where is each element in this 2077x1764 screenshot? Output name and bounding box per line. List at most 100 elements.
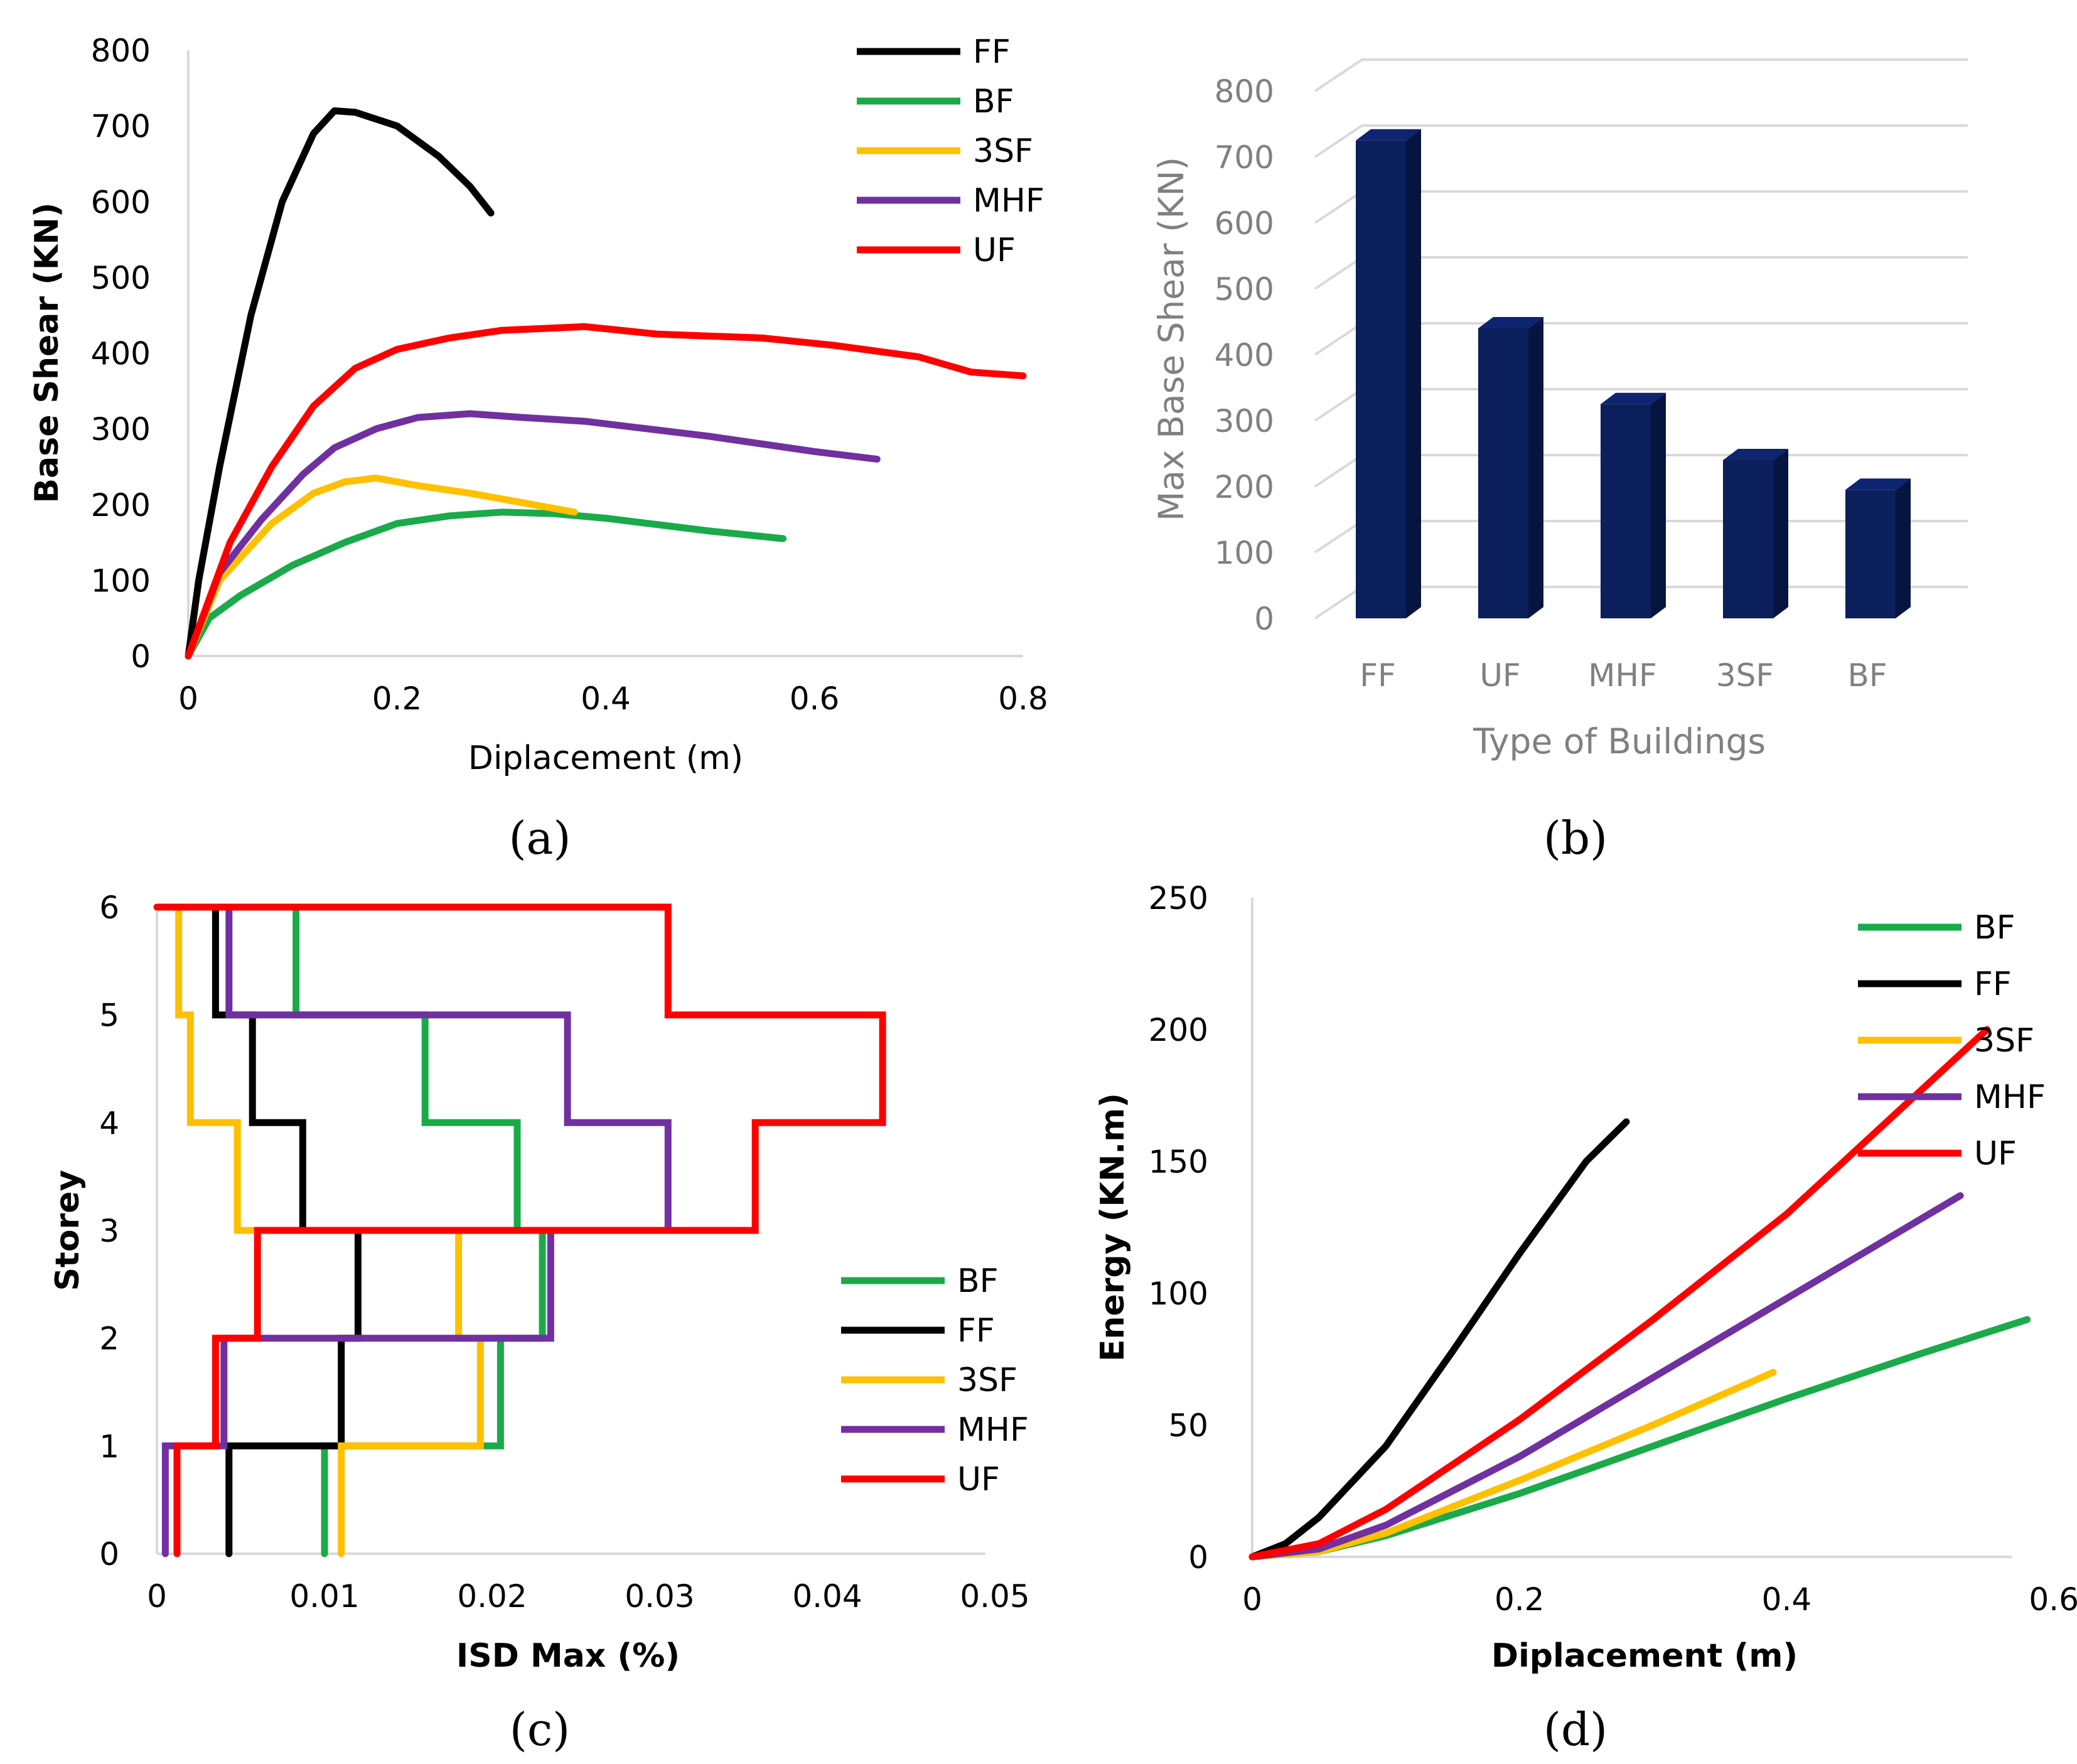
c-x-tick: 0.05 (960, 1578, 1029, 1615)
d-y-tick: 200 (1149, 1012, 1208, 1048)
b-bar-top (1478, 317, 1543, 328)
b-bar-side (1406, 129, 1421, 618)
d-y-label: Energy (KN.m) (1094, 1093, 1132, 1362)
d-series-3sf (1248, 1369, 1777, 1561)
a-series-mhf (185, 410, 881, 660)
c-y-tick: 5 (99, 998, 119, 1034)
a-x-tick: 0.6 (790, 680, 840, 717)
b-bar-side (1773, 449, 1788, 618)
a-y-tick: 500 (91, 260, 151, 296)
b-y-label: Max Base Shear (KN) (1151, 157, 1191, 521)
b-bar-side (1528, 317, 1543, 618)
b-bar-side (1651, 392, 1666, 618)
d-y-tick: 100 (1149, 1276, 1208, 1312)
b-y-tick: 700 (1215, 139, 1274, 176)
a-legend-label-mhf: MHF (973, 182, 1044, 220)
c-legend-label-ff: FF (957, 1312, 995, 1350)
c-y-label: Storey (49, 1170, 87, 1291)
b-bar-top (1601, 392, 1666, 404)
c-legend-label-mhf: MHF (957, 1411, 1029, 1449)
d-legend-label-bf: BF (1974, 909, 2015, 947)
b-y-tick: 600 (1215, 205, 1274, 242)
a-y-tick: 700 (91, 109, 151, 145)
b-gridline (1314, 124, 1968, 158)
a-legend-label-uf: UF (973, 232, 1016, 269)
a-y-tick: 400 (91, 336, 151, 372)
c-x-tick: 0.02 (457, 1578, 527, 1615)
b-x-label: Type of Buildings (1473, 721, 1766, 761)
a-x-tick: 0.8 (998, 680, 1048, 717)
b-y-tick: 300 (1215, 403, 1274, 439)
d-panel-label: (d) (1543, 1703, 1607, 1756)
d-x-label: Diplacement (m) (1491, 1637, 1798, 1675)
a-legend-label-bf: BF (973, 83, 1014, 121)
b-x-tick: BF (1847, 657, 1887, 694)
d-x-tick: 0.2 (1495, 1581, 1545, 1618)
b-bar-top (1845, 478, 1911, 490)
d-legend-label-mhf: MHF (1974, 1078, 2046, 1116)
a-y-tick: 200 (91, 487, 151, 524)
b-bar-uf (1478, 328, 1528, 618)
d-legend-label-uf: UF (1974, 1135, 2017, 1173)
b-y-tick: 100 (1215, 535, 1274, 571)
a-y-tick: 600 (91, 184, 151, 220)
a-legend-label-ff: FF (973, 33, 1011, 71)
b-x-tick: FF (1360, 657, 1396, 694)
d-legend-label-ff: FF (1974, 965, 2012, 1003)
a-y-tick: 100 (91, 562, 151, 599)
b-bar-top (1723, 449, 1788, 460)
d-y-tick: 50 (1168, 1407, 1208, 1444)
d-y-tick: 0 (1188, 1539, 1208, 1576)
b-bar-3sf (1723, 460, 1773, 618)
c-x-label: ISD Max (%) (456, 1637, 680, 1675)
c-y-tick: 1 (99, 1428, 119, 1465)
c-x-tick: 0.04 (792, 1578, 862, 1615)
a-y-tick: 300 (91, 411, 151, 448)
b-y-tick: 0 (1254, 601, 1274, 637)
b-panel-label: (b) (1543, 812, 1607, 864)
d-x-tick: 0.6 (2029, 1581, 2077, 1618)
a-legend-label-3sf: 3SF (973, 132, 1033, 170)
b-gridline (1314, 58, 1968, 92)
c-x-tick: 0 (147, 1578, 167, 1615)
b-bar-mhf (1601, 404, 1651, 618)
a-x-tick: 0.2 (372, 680, 422, 717)
b-x-tick: MHF (1588, 657, 1657, 694)
a-y-tick: 0 (131, 638, 151, 675)
d-y-tick: 250 (1149, 880, 1208, 917)
a-series-bf (185, 508, 787, 660)
b-y-tick: 500 (1215, 271, 1274, 308)
b-bar-side (1896, 478, 1911, 618)
b-bar-bf (1845, 490, 1896, 618)
d-x-tick: 0.4 (1762, 1581, 1812, 1618)
chart-b: 0 100 200 300 400 500 600 700 800 FF UF MHF 3SF BF T… (1151, 58, 1968, 864)
c-legend-label-uf: UF (957, 1461, 1000, 1498)
d-legend-label-3sf: 3SF (1974, 1022, 2034, 1060)
b-bar-ff (1356, 140, 1406, 618)
b-y-tick: 800 (1215, 73, 1274, 110)
a-x-tick: 0 (178, 680, 198, 717)
b-x-tick: 3SF (1716, 657, 1774, 694)
c-series-uf (153, 903, 886, 1557)
b-y-tick: 400 (1215, 337, 1274, 374)
a-series-uf (185, 323, 1027, 660)
b-bar-top (1356, 129, 1421, 141)
c-x-tick: 0.01 (289, 1578, 359, 1615)
d-x-tick: 0 (1242, 1581, 1262, 1618)
c-legend-label-bf: BF (957, 1262, 999, 1300)
d-y-tick: 150 (1149, 1144, 1208, 1180)
d-series-ff (1248, 1118, 1630, 1561)
c-y-tick: 3 (99, 1213, 119, 1249)
c-y-tick: 0 (99, 1536, 119, 1573)
a-x-tick: 0.4 (581, 680, 631, 717)
a-series-ff (185, 107, 495, 660)
a-x-label: Diplacement (m) (468, 739, 743, 777)
a-panel-label: (a) (508, 812, 571, 864)
c-y-tick: 4 (99, 1105, 119, 1141)
b-y-tick: 200 (1215, 469, 1274, 505)
b-x-tick: UF (1479, 657, 1520, 694)
a-y-label: Base Shear (KN) (28, 203, 66, 503)
a-y-tick: 800 (91, 33, 151, 69)
